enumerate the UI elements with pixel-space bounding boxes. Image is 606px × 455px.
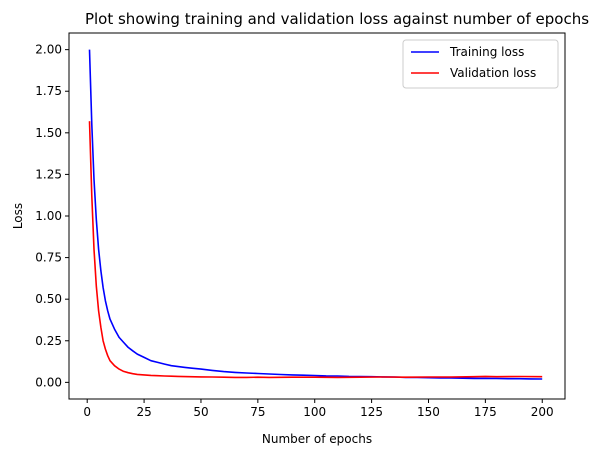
y-axis-ticks: 0.00 0.25 0.50 0.75 1.00 1.25 1.50 1.75 2.00 (35, 43, 69, 389)
y-tick-label: 1.25 (35, 167, 62, 181)
legend-label-2: Validation loss (450, 66, 536, 80)
y-tick-label: 0.75 (35, 251, 62, 265)
chart-title: Plot showing training and validation los… (85, 10, 589, 28)
x-tick-label: 125 (360, 405, 383, 419)
y-tick-label: 2.00 (35, 43, 62, 57)
x-tick-label: 100 (303, 405, 326, 419)
x-axis-ticks: 0 25 50 75 100 125 150 175 200 (83, 399, 554, 419)
legend-label-1: Training loss (449, 45, 524, 59)
x-tick-label: 0 (83, 405, 91, 419)
x-tick-label: 50 (193, 405, 208, 419)
y-axis-label: Loss (11, 203, 25, 229)
y-tick-label: 0.25 (35, 334, 62, 348)
y-tick-label: 1.00 (35, 209, 62, 223)
legend: Training loss Validation loss (402, 39, 559, 89)
x-tick-label: 175 (474, 405, 497, 419)
x-axis-label: Number of epochs (262, 432, 372, 446)
x-tick-label: 25 (136, 405, 151, 419)
x-tick-label: 200 (531, 405, 554, 419)
y-tick-label: 1.75 (35, 84, 62, 98)
x-tick-label: 75 (250, 405, 265, 419)
x-tick-label: 150 (417, 405, 440, 419)
y-tick-label: 0.50 (35, 292, 62, 306)
y-tick-label: 1.50 (35, 126, 62, 140)
series-line-1 (88, 49, 543, 380)
legend-box (402, 39, 559, 89)
series-line-2 (88, 121, 543, 379)
y-tick-label: 0.00 (35, 375, 62, 389)
series-layer (88, 49, 543, 380)
